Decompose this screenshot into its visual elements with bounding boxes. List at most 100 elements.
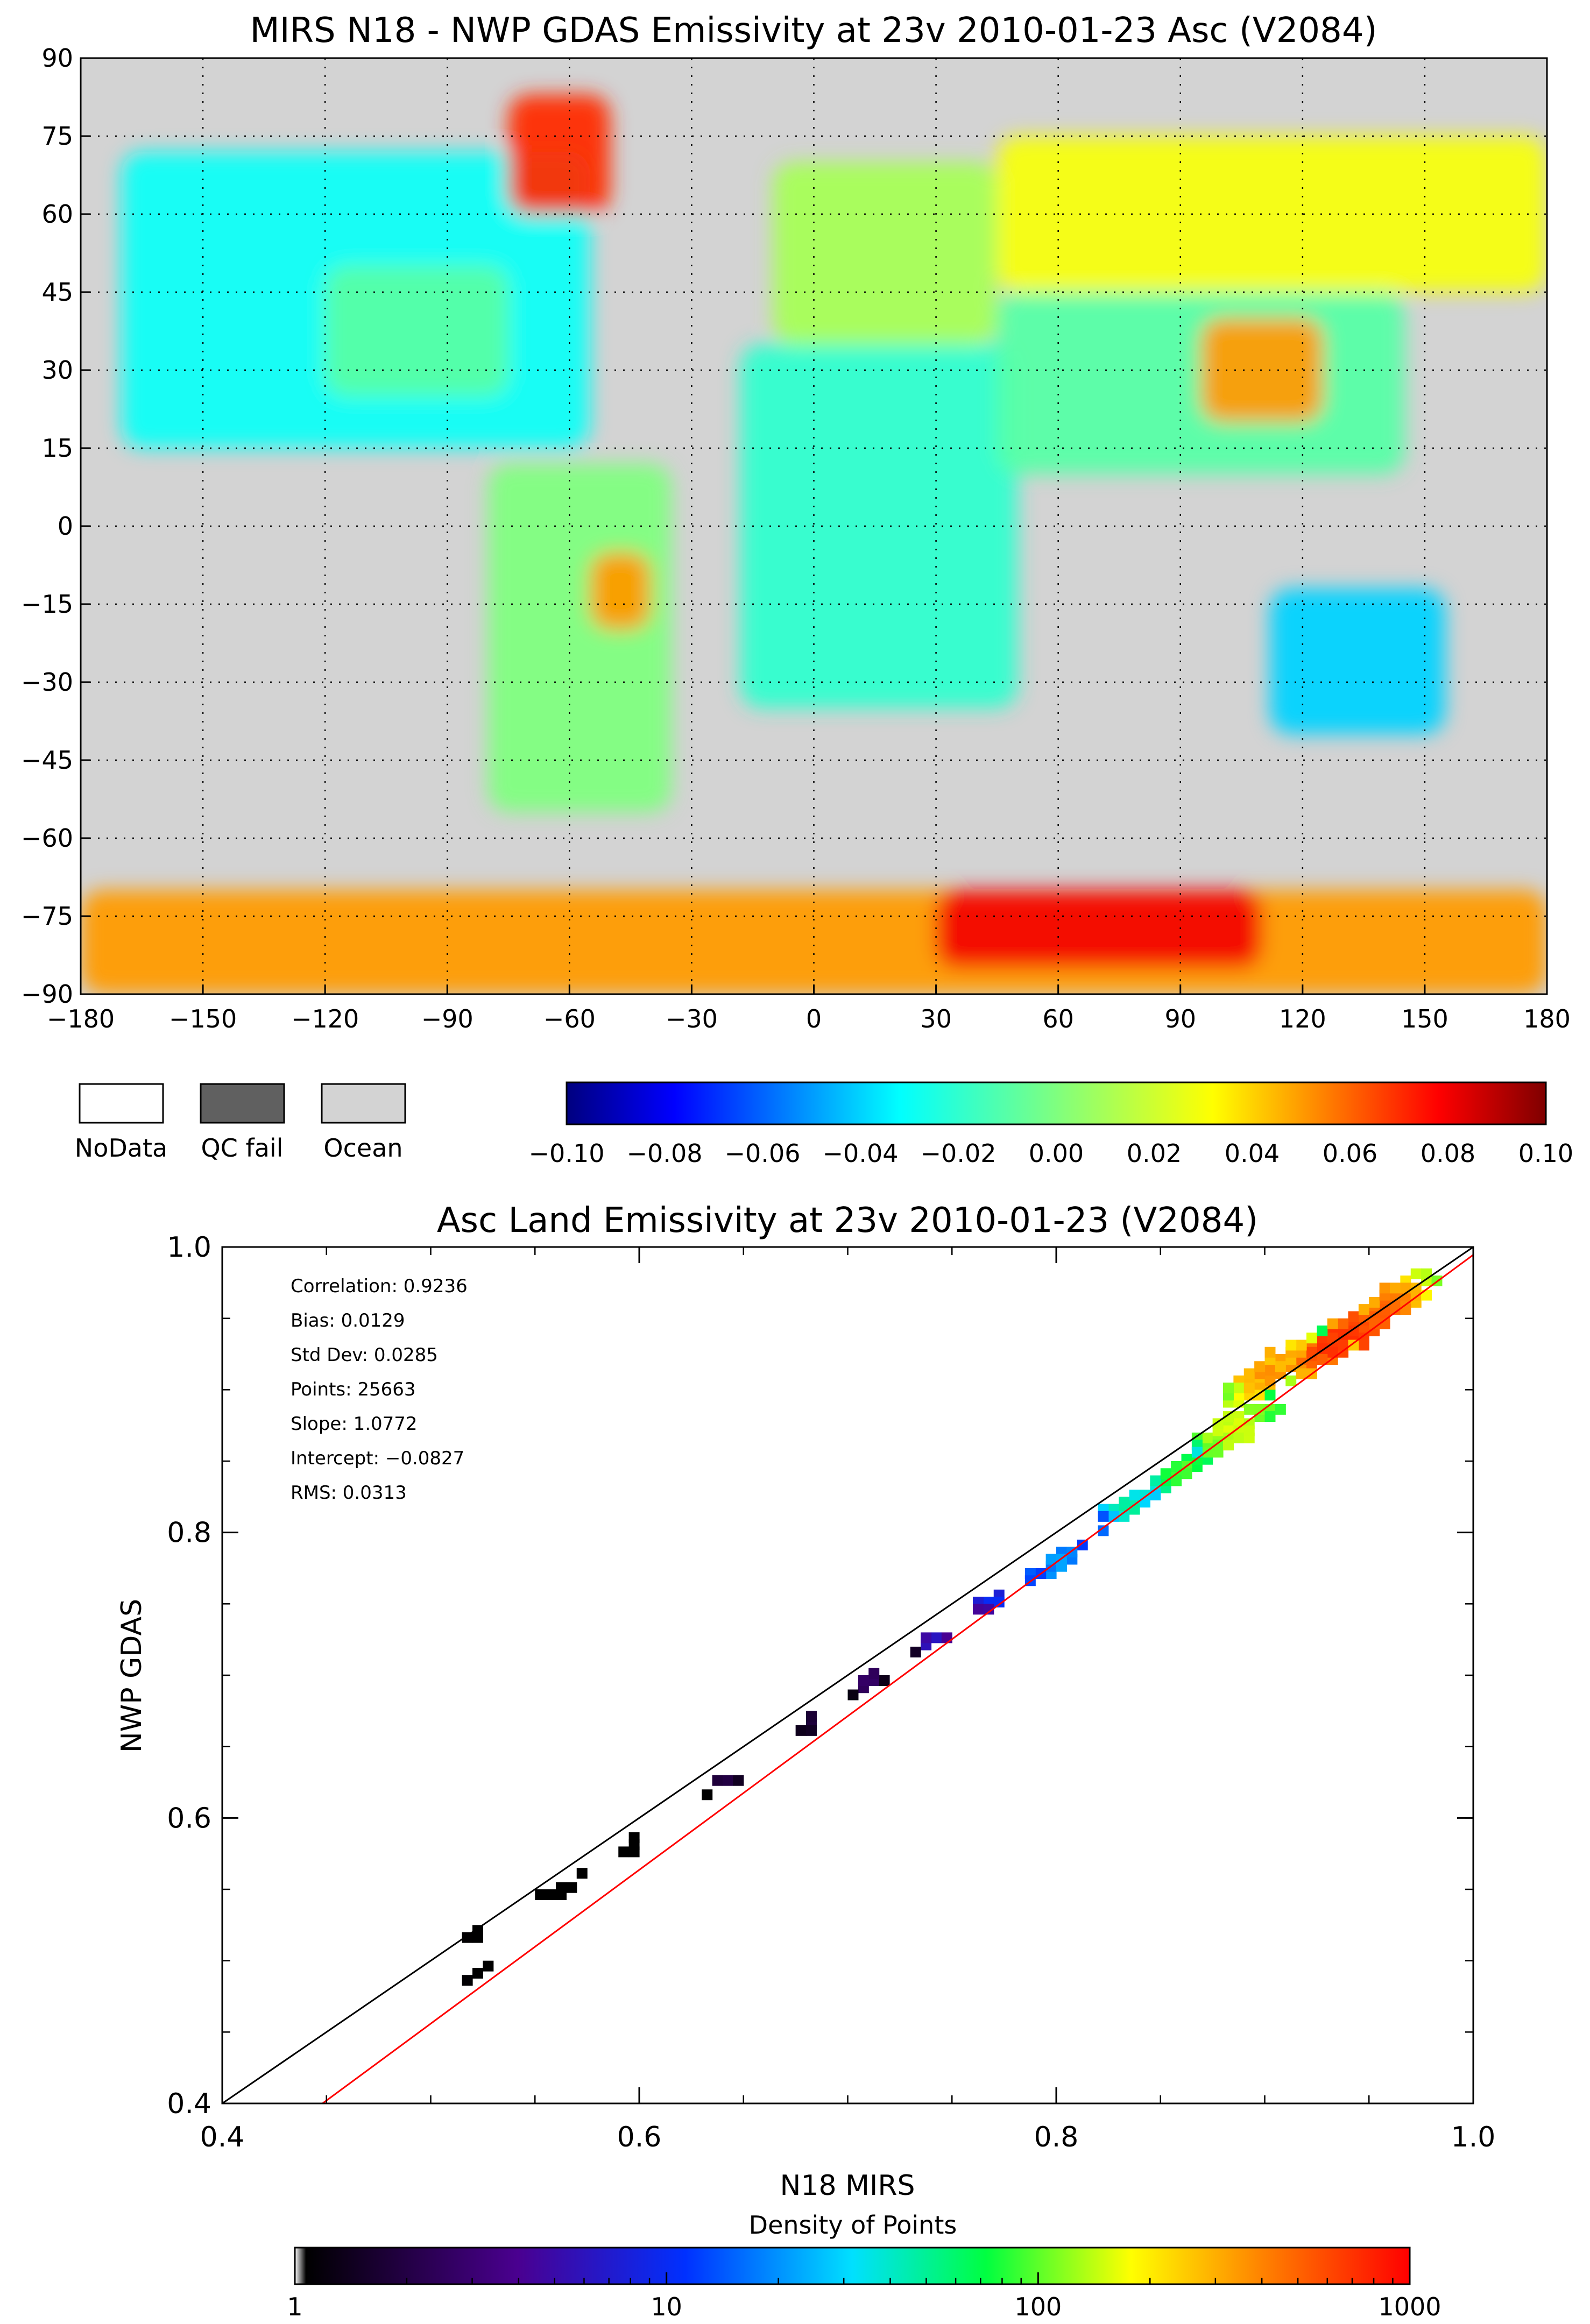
density-cell	[1369, 1296, 1380, 1308]
map-y-tick-label: 30	[41, 356, 73, 385]
density-cell	[868, 1668, 880, 1679]
density-cell	[1379, 1283, 1390, 1294]
map-region-1	[325, 266, 508, 396]
density-cell	[1390, 1304, 1401, 1315]
map-y-tick-label: −75	[21, 902, 73, 931]
density-cell	[1254, 1361, 1266, 1372]
density-cell	[1338, 1318, 1349, 1329]
density-cell	[1264, 1347, 1276, 1358]
density-cell	[1108, 1511, 1119, 1522]
density-cell	[702, 1789, 713, 1801]
map-region-10	[1270, 589, 1445, 734]
map-y-tick-label: 60	[41, 200, 73, 229]
map-x-axis: −180 −150 −120 −90 −60 −30 0 30 60 90 120 150 180	[47, 984, 1571, 1033]
density-cell	[1348, 1311, 1359, 1322]
one-to-one-line	[222, 1247, 1473, 2103]
density-cell	[1421, 1289, 1432, 1301]
map-region-6	[740, 344, 1017, 708]
density-cell	[1348, 1340, 1359, 1351]
density-cell	[1306, 1347, 1317, 1358]
density-cell	[1400, 1304, 1411, 1315]
scatter-stat-line: RMS: 0.0313	[291, 1482, 407, 1504]
density-cell	[1098, 1525, 1109, 1536]
density-colorbar-gradient	[294, 2247, 1411, 2285]
map-x-tick-label: 0	[806, 1004, 822, 1033]
density-cell	[1171, 1475, 1182, 1486]
map-y-tick-label: 15	[41, 434, 73, 463]
density-cell	[628, 1839, 640, 1851]
scatter-x-tick-label: 0.8	[1034, 2121, 1079, 2153]
legend-label-qc-fail: QC fail	[201, 1133, 284, 1163]
density-cell	[1390, 1283, 1401, 1294]
density-cell	[545, 1889, 556, 1900]
map-x-tick-label: 30	[920, 1004, 952, 1033]
density-cell	[806, 1725, 817, 1736]
scatter-stat-line: Intercept: −0.0827	[291, 1448, 464, 1469]
scatter-stat-line: Bias: 0.0129	[291, 1310, 405, 1331]
density-cell	[556, 1882, 567, 1893]
map-colorbar-tick-label: 0.04	[1225, 1139, 1280, 1168]
density-cell	[1223, 1411, 1234, 1422]
density-cell	[1327, 1347, 1338, 1358]
map-x-tick-label: −90	[421, 1004, 474, 1033]
map-y-tick-label: 45	[41, 278, 73, 307]
density-cell	[1202, 1432, 1213, 1443]
map-colorbar-gradient	[566, 1081, 1547, 1125]
density-cell	[1223, 1383, 1234, 1394]
density-cell	[993, 1597, 1005, 1608]
density-cell	[1150, 1490, 1161, 1501]
map-region-11	[81, 890, 1547, 994]
density-cell	[1379, 1304, 1390, 1315]
legend-label-nodata: NoData	[75, 1133, 167, 1163]
map-colorbar-tick-label: −0.04	[823, 1139, 899, 1168]
map-colorbar-tick-label: 0.08	[1421, 1139, 1475, 1168]
map-x-tick-label: 150	[1401, 1004, 1448, 1033]
map-x-tick-label: 180	[1523, 1004, 1571, 1033]
map-colorbar-tick-label: −0.10	[529, 1139, 605, 1168]
map-y-tick-label: −15	[21, 590, 73, 619]
scatter-plot-area: 0.4 0.6 0.8 1.0 0.4 0.6 0.8 1.0 Correlation: 0…	[167, 1231, 1495, 2153]
density-cell	[723, 1775, 733, 1786]
density-cell	[472, 1925, 483, 1936]
density-cell	[1285, 1340, 1297, 1351]
density-cell	[1243, 1368, 1255, 1379]
density-cell	[1400, 1283, 1411, 1294]
map-land-regions	[81, 94, 1547, 994]
map-region-9	[1200, 318, 1323, 422]
density-cell	[1160, 1468, 1171, 1479]
map-x-tick-label: −120	[291, 1004, 359, 1033]
density-cell	[1410, 1268, 1422, 1279]
density-cell	[1098, 1511, 1109, 1522]
map-region-2	[508, 94, 611, 214]
map-colorbar-tick-label: 0.06	[1323, 1139, 1377, 1168]
map-y-tick-label: −60	[21, 824, 73, 853]
map-region-7	[997, 136, 1547, 292]
map-x-tick-label: 120	[1279, 1004, 1326, 1033]
scatter-y-axis: 0.4 0.6 0.8 1.0	[167, 1231, 1473, 2120]
density-cell	[712, 1775, 723, 1786]
density-cell	[462, 1975, 473, 1986]
map-region-5	[773, 162, 998, 344]
density-cell	[1327, 1318, 1338, 1329]
density-cell	[795, 1725, 807, 1736]
scatter-x-label: N18 MIRS	[780, 2170, 915, 2202]
density-colorbar-tick-label: 1	[287, 2292, 302, 2321]
density-cell	[858, 1675, 869, 1686]
density-cell	[847, 1689, 859, 1701]
map-colorbar-tick-label: 0.02	[1127, 1139, 1182, 1168]
density-cell	[1119, 1497, 1130, 1508]
scatter-lines	[222, 1247, 1473, 2103]
legend-box-qc-fail	[200, 1083, 285, 1124]
density-cell	[1212, 1418, 1224, 1429]
legend-label-ocean: Ocean	[323, 1133, 402, 1163]
density-cell	[1254, 1404, 1266, 1415]
density-cell	[566, 1882, 577, 1893]
map-x-tick-label: −60	[543, 1004, 596, 1033]
map-region-3	[487, 464, 672, 812]
map-y-tick-label: −45	[21, 746, 73, 775]
map-colorbar-tick-label: −0.06	[725, 1139, 801, 1168]
density-cell	[1410, 1289, 1422, 1301]
map-colorbar-tick-label: −0.08	[627, 1139, 703, 1168]
density-cell	[1233, 1383, 1245, 1394]
scatter-stat-line: Std Dev: 0.0285	[291, 1344, 438, 1366]
